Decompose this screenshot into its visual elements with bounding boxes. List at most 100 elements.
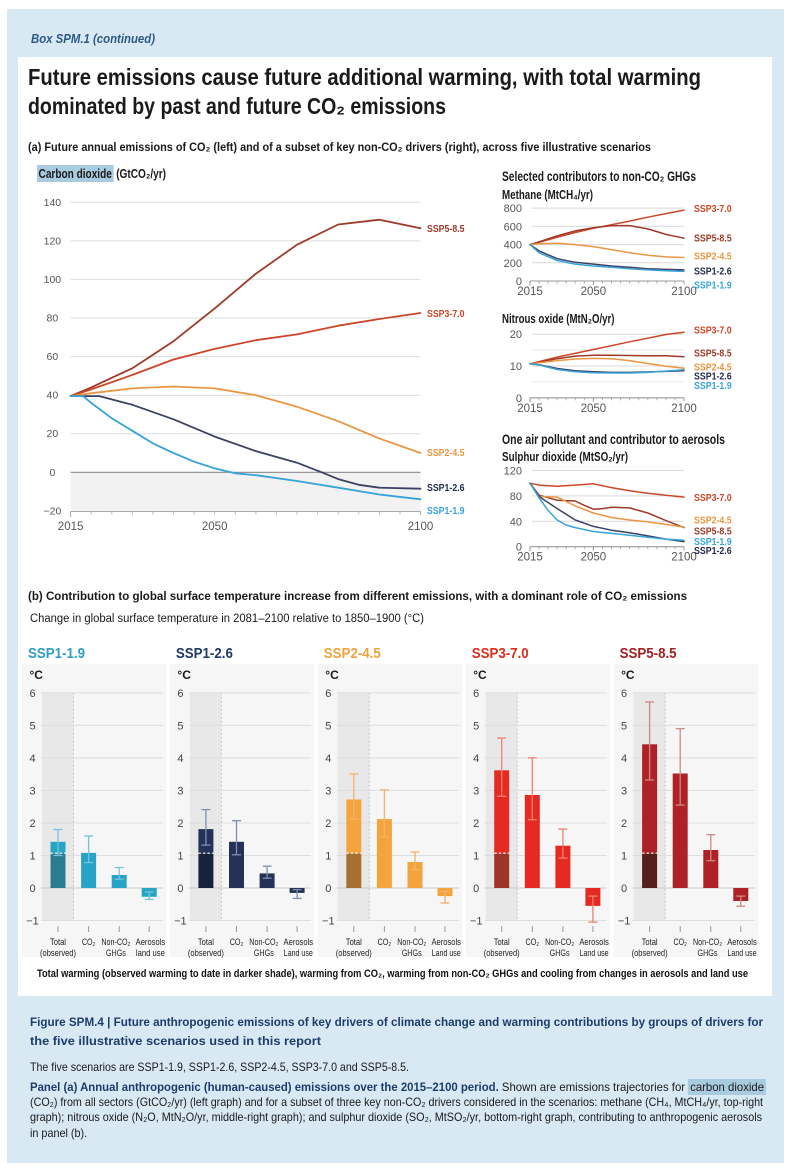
svg-text:120: 120 bbox=[504, 466, 522, 478]
svg-text:SSP5-8.5: SSP5-8.5 bbox=[694, 526, 732, 538]
svg-text:400: 400 bbox=[504, 240, 522, 252]
svg-text:SSP2-4.5: SSP2-4.5 bbox=[694, 362, 732, 374]
svg-text:°C: °C bbox=[30, 668, 44, 682]
svg-text:−1: −1 bbox=[26, 916, 39, 928]
svg-text:SSP3-7.0: SSP3-7.0 bbox=[427, 308, 465, 320]
svg-text:20: 20 bbox=[510, 329, 522, 341]
svg-text:SSP3-7.0: SSP3-7.0 bbox=[472, 646, 529, 662]
svg-text:0: 0 bbox=[49, 467, 55, 479]
svg-text:SSP1-1.9: SSP1-1.9 bbox=[427, 505, 465, 517]
svg-text:3: 3 bbox=[621, 785, 627, 797]
svg-text:1: 1 bbox=[325, 851, 331, 863]
svg-text:20: 20 bbox=[47, 428, 59, 440]
svg-text:2: 2 bbox=[29, 818, 35, 830]
svg-text:Methane (MtCH₄/yr): Methane (MtCH₄/yr) bbox=[502, 188, 593, 202]
svg-text:GHGs: GHGs bbox=[106, 948, 126, 959]
svg-text:Aerosols: Aerosols bbox=[431, 937, 461, 948]
svg-text:Land use: Land use bbox=[284, 948, 313, 959]
svg-text:Aerosols: Aerosols bbox=[284, 937, 314, 948]
svg-text:SSP1-1.9: SSP1-1.9 bbox=[28, 646, 85, 662]
svg-text:SSP1-2.6: SSP1-2.6 bbox=[694, 266, 732, 278]
svg-text:10: 10 bbox=[510, 361, 522, 373]
svg-text:Total: Total bbox=[346, 937, 362, 948]
svg-text:SSP2-4.5: SSP2-4.5 bbox=[694, 251, 732, 263]
svg-text:0: 0 bbox=[621, 883, 627, 895]
svg-text:2050: 2050 bbox=[581, 286, 607, 298]
svg-text:0: 0 bbox=[473, 883, 479, 895]
svg-text:2015: 2015 bbox=[517, 552, 543, 564]
svg-text:−20: −20 bbox=[43, 505, 61, 517]
svg-text:Non-CO₂: Non-CO₂ bbox=[249, 937, 278, 948]
svg-text:SSP1-1.9: SSP1-1.9 bbox=[694, 536, 732, 548]
svg-text:SSP5-8.5: SSP5-8.5 bbox=[694, 348, 732, 360]
svg-text:Non-CO₂: Non-CO₂ bbox=[101, 937, 130, 948]
svg-text:2015: 2015 bbox=[517, 286, 543, 298]
svg-text:1: 1 bbox=[473, 851, 479, 863]
svg-text:SSP3-7.0: SSP3-7.0 bbox=[694, 203, 732, 215]
svg-text:200: 200 bbox=[504, 258, 522, 270]
svg-text:60: 60 bbox=[47, 351, 59, 363]
svg-text:SSP1-2.6: SSP1-2.6 bbox=[176, 646, 233, 662]
svg-text:40: 40 bbox=[47, 390, 59, 402]
svg-text:2050: 2050 bbox=[581, 403, 607, 415]
svg-text:Total: Total bbox=[198, 937, 214, 948]
svg-text:2015: 2015 bbox=[58, 521, 84, 533]
svg-text:Aerosols: Aerosols bbox=[136, 937, 166, 948]
svg-text:6: 6 bbox=[621, 688, 627, 700]
svg-text:Total: Total bbox=[642, 937, 658, 948]
svg-text:120: 120 bbox=[44, 235, 62, 247]
svg-text:GHGs: GHGs bbox=[402, 948, 422, 959]
svg-text:SSP1-2.6: SSP1-2.6 bbox=[694, 545, 732, 557]
svg-text:5: 5 bbox=[325, 720, 331, 732]
svg-text:−1: −1 bbox=[322, 916, 335, 928]
svg-text:°C: °C bbox=[177, 668, 191, 682]
svg-text:2015: 2015 bbox=[517, 403, 543, 415]
svg-text:5: 5 bbox=[473, 720, 479, 732]
svg-text:5: 5 bbox=[621, 720, 627, 732]
svg-text:0: 0 bbox=[516, 542, 522, 554]
svg-text:3: 3 bbox=[29, 785, 35, 797]
svg-text:2: 2 bbox=[177, 818, 183, 830]
svg-text:5: 5 bbox=[177, 720, 183, 732]
svg-text:1: 1 bbox=[29, 851, 35, 863]
svg-text:CO₂: CO₂ bbox=[526, 937, 540, 948]
svg-text:1: 1 bbox=[621, 851, 627, 863]
svg-text:SSP1-2.6: SSP1-2.6 bbox=[427, 482, 465, 494]
svg-text:6: 6 bbox=[177, 688, 183, 700]
svg-text:800: 800 bbox=[504, 203, 522, 215]
svg-text:4: 4 bbox=[29, 753, 35, 765]
svg-text:Selected contributors to non-C: Selected contributors to non-CO₂ GHGs bbox=[502, 169, 696, 184]
svg-text:CO₂: CO₂ bbox=[378, 937, 392, 948]
svg-text:3: 3 bbox=[325, 785, 331, 797]
svg-text:140: 140 bbox=[44, 197, 62, 209]
svg-text:Land use: Land use bbox=[432, 948, 461, 959]
svg-text:2: 2 bbox=[621, 818, 627, 830]
svg-text:°C: °C bbox=[325, 668, 339, 682]
svg-text:2050: 2050 bbox=[581, 552, 607, 564]
svg-text:SSP5-8.5: SSP5-8.5 bbox=[427, 223, 465, 235]
svg-text:(observed): (observed) bbox=[632, 948, 668, 959]
svg-text:Total: Total bbox=[50, 937, 66, 948]
svg-text:SSP1-2.6: SSP1-2.6 bbox=[694, 371, 732, 383]
svg-text:SSP5-8.5: SSP5-8.5 bbox=[620, 646, 677, 662]
svg-text:4: 4 bbox=[621, 753, 627, 765]
svg-text:0: 0 bbox=[516, 393, 522, 405]
svg-text:SSP2-4.5: SSP2-4.5 bbox=[324, 646, 381, 662]
svg-text:SSP1-1.9: SSP1-1.9 bbox=[694, 280, 732, 292]
svg-text:4: 4 bbox=[473, 753, 479, 765]
svg-text:100: 100 bbox=[44, 274, 62, 286]
svg-text:SSP2-4.5: SSP2-4.5 bbox=[694, 515, 732, 527]
svg-text:land use: land use bbox=[136, 948, 165, 959]
svg-text:One air pollutant and contribu: One air pollutant and contributor to aer… bbox=[502, 432, 725, 447]
svg-text:GHGs: GHGs bbox=[550, 948, 570, 959]
svg-text:(observed): (observed) bbox=[336, 948, 372, 959]
svg-text:6: 6 bbox=[473, 688, 479, 700]
svg-text:600: 600 bbox=[504, 221, 522, 233]
svg-text:Land use: Land use bbox=[580, 948, 609, 959]
svg-text:SSP3-7.0: SSP3-7.0 bbox=[694, 492, 732, 504]
svg-text:3: 3 bbox=[177, 785, 183, 797]
svg-text:CO₂: CO₂ bbox=[82, 937, 96, 948]
svg-text:−1: −1 bbox=[470, 916, 483, 928]
svg-text:3: 3 bbox=[473, 785, 479, 797]
svg-text:°C: °C bbox=[621, 668, 635, 682]
